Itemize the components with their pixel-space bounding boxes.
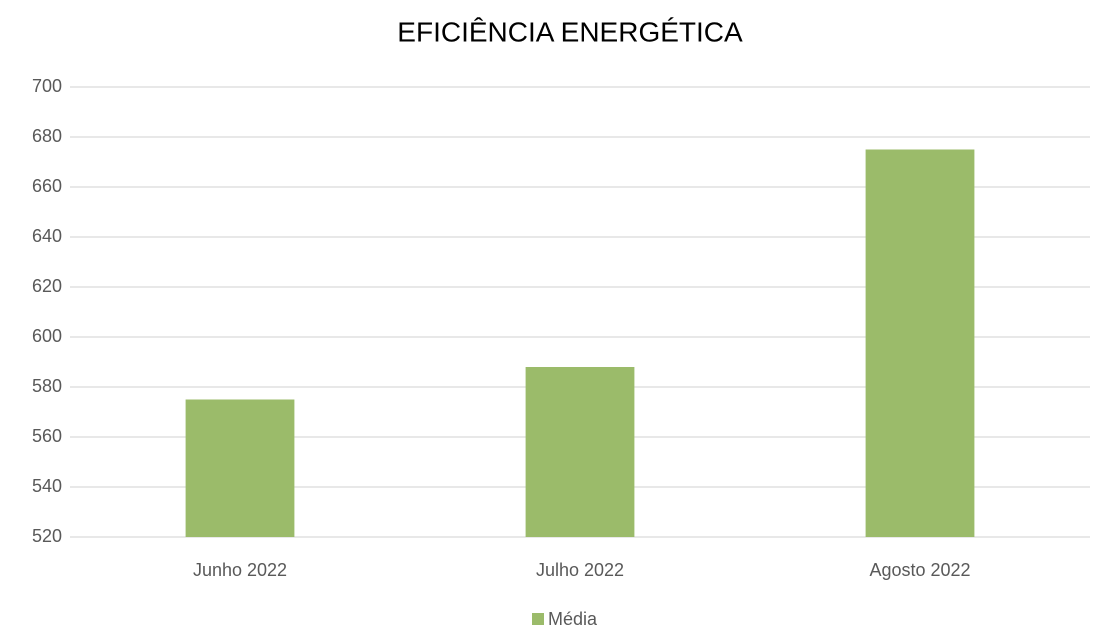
legend-label: Média	[548, 609, 598, 629]
y-tick-label: 600	[32, 326, 62, 346]
legend-swatch	[532, 613, 544, 625]
bar	[865, 149, 975, 537]
bar	[185, 399, 295, 537]
chart-title: EFICIÊNCIA ENERGÉTICA	[397, 16, 743, 47]
x-tick-label: Julho 2022	[536, 560, 624, 580]
y-tick-label: 520	[32, 526, 62, 546]
y-tick-label: 640	[32, 226, 62, 246]
x-tick-label: Agosto 2022	[869, 560, 970, 580]
y-tick-label: 580	[32, 376, 62, 396]
y-tick-label: 660	[32, 176, 62, 196]
y-tick-label: 560	[32, 426, 62, 446]
y-tick-label: 700	[32, 76, 62, 96]
bar	[525, 367, 635, 537]
y-tick-label: 620	[32, 276, 62, 296]
y-tick-label: 680	[32, 126, 62, 146]
y-tick-label: 540	[32, 476, 62, 496]
x-tick-label: Junho 2022	[193, 560, 287, 580]
